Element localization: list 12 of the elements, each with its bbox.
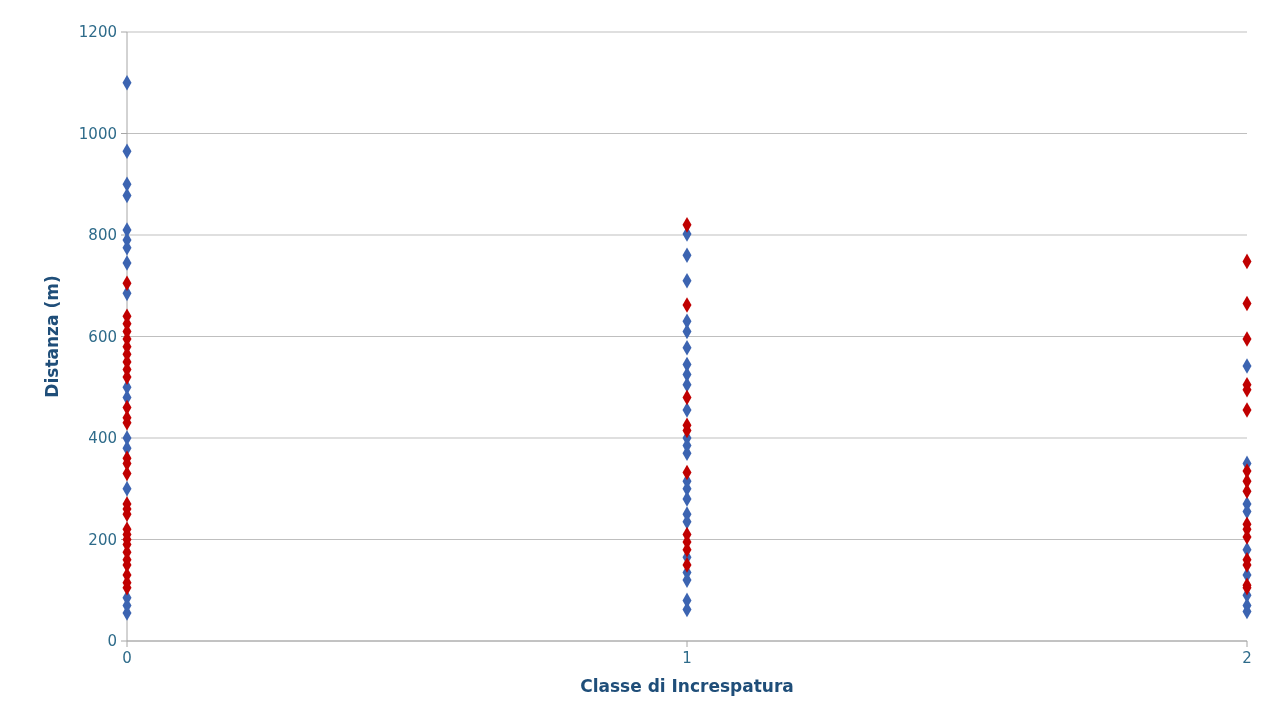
y-tick-label: 1000 <box>78 124 117 143</box>
y-tick-label: 0 <box>107 632 117 651</box>
x-tick-label: 0 <box>122 649 132 667</box>
x-axis-title: Classe di Increspatura <box>580 676 794 696</box>
x-tick-label: 2 <box>1242 649 1252 667</box>
y-tick-label: 200 <box>88 530 117 549</box>
y-axis-title: Distanza (m) <box>42 275 62 398</box>
y-tick-label: 600 <box>88 327 117 346</box>
y-tick-label: 800 <box>88 226 117 245</box>
x-tick-label: 1 <box>682 649 692 667</box>
y-tick-label: 400 <box>88 429 117 448</box>
y-tick-label: 1200 <box>78 23 117 42</box>
